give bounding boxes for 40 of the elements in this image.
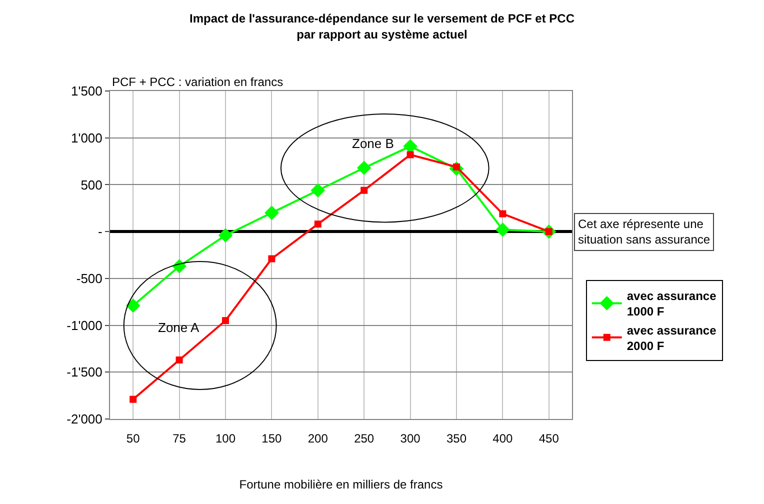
x-tick-label: 200 <box>308 431 328 446</box>
x-tick-label: 300 <box>400 431 421 446</box>
point <box>314 220 322 228</box>
x-tick-label: 75 <box>172 431 186 446</box>
x-tick-label: 100 <box>215 431 236 446</box>
y-tick-label: 1'500 <box>70 84 102 99</box>
x-tick-label: 50 <box>126 431 140 446</box>
point <box>356 160 372 175</box>
y-tick-label: - <box>98 224 102 240</box>
point <box>499 210 506 218</box>
point <box>496 222 510 237</box>
x-tick-label: 400 <box>492 431 514 446</box>
point <box>126 298 140 313</box>
annotation: Zone B <box>352 136 394 151</box>
legend-label: avec assurance 2000 F <box>626 323 717 353</box>
y-tick-label: -1'500 <box>66 364 102 380</box>
text: Cet axe répresente une situation sans assurance <box>578 217 710 247</box>
x-tick-label: 450 <box>538 431 560 446</box>
y-tick-label: 500 <box>80 177 102 192</box>
point <box>176 356 183 364</box>
point <box>264 206 279 220</box>
annotation: Zone A <box>158 320 200 335</box>
x-tick-label: 250 <box>354 431 374 446</box>
y-tick-label: -1'000 <box>66 318 102 333</box>
y-tick-label: -500 <box>76 270 102 286</box>
point <box>218 228 233 242</box>
point <box>406 151 414 158</box>
point <box>130 396 137 403</box>
x-tick-label: 350 <box>446 431 467 446</box>
point <box>360 186 368 194</box>
point <box>403 139 418 154</box>
point <box>222 317 229 324</box>
x-tick-label: 150 <box>262 431 282 446</box>
point <box>310 183 326 198</box>
y-tick-label: 1'000 <box>70 130 102 146</box>
chart-title: Impact de l'assurance-dépendance sur le versement de PCF et PCC par rapport au système actuel <box>190 12 575 42</box>
y-axis-title: PCF + PCC : variation en francs <box>112 75 284 89</box>
x-axis-title: Fortune mobilière en milliers de francs <box>239 477 443 492</box>
point <box>268 255 276 262</box>
y-tick-label: -2'000 <box>66 412 102 427</box>
